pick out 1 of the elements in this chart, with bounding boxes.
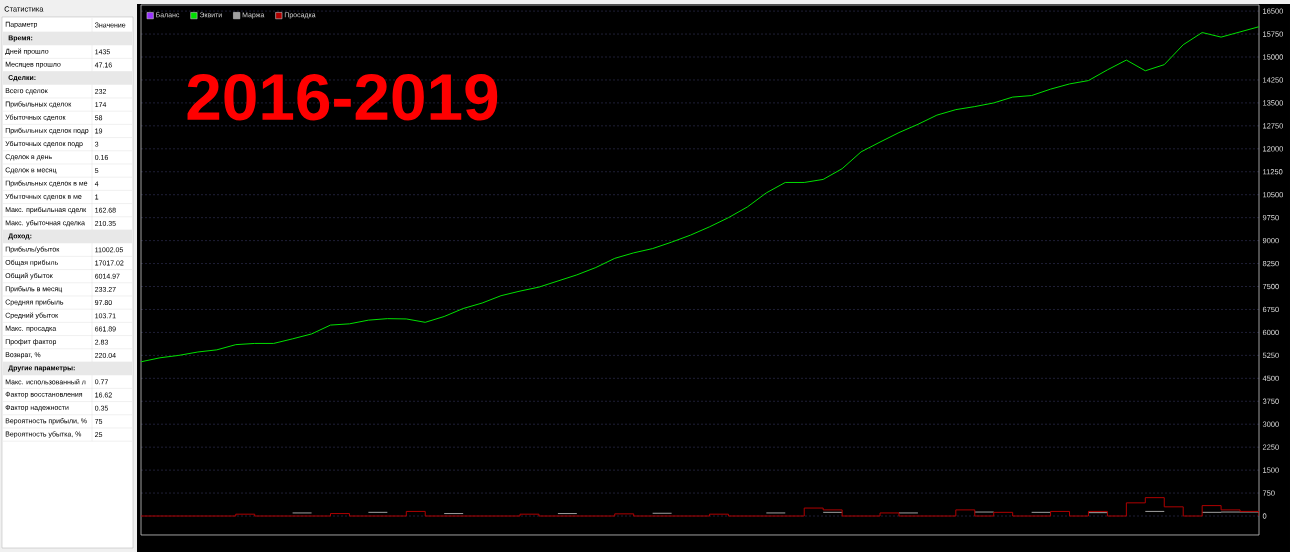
text: 2016-2019	[187, 73, 498, 121]
